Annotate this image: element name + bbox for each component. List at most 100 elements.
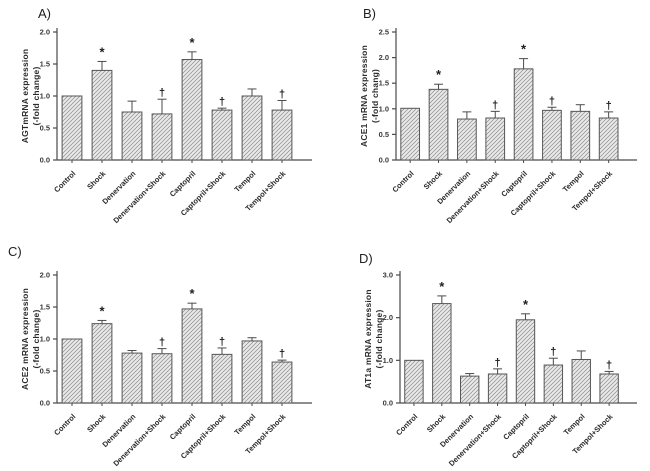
- y-axis-label-line1: AT1a mRNA expression: [363, 289, 373, 388]
- x-category-label-captopril: Captopril: [168, 412, 198, 442]
- y-axis-label-line2: (-fold change): [374, 310, 384, 369]
- x-category-label-shock: Shock: [425, 411, 448, 434]
- x-category-label-control: Control: [390, 169, 415, 194]
- asterisk-marker-shock: *: [439, 279, 445, 294]
- y-tick-label: 2.5: [379, 28, 389, 37]
- y-axis-label-line2: (-fold chang): [370, 69, 380, 123]
- y-tick-label: 2.0: [40, 271, 50, 280]
- y-axis-label-line1: ACE2 mRNA expression: [20, 288, 30, 390]
- asterisk-marker-captopril: *: [189, 286, 195, 301]
- bar-denervation-shock: [487, 373, 508, 404]
- asterisk-marker-captopril: *: [521, 42, 527, 57]
- y-tick-label: 3.0: [383, 271, 393, 280]
- bar-shock: [91, 323, 113, 404]
- y-tick-label: 1.0: [383, 356, 393, 365]
- x-category-label-tempol: Tempol: [562, 412, 587, 437]
- bar-captopril: [513, 68, 534, 161]
- bar-captopril: [181, 59, 203, 161]
- bar-captopril-shock: [543, 364, 564, 404]
- x-category-label-shock: Shock: [85, 411, 108, 434]
- y-tick-label: 0.5: [40, 367, 50, 376]
- asterisk-marker-shock: *: [99, 303, 105, 318]
- x-category-label-shock: Shock: [422, 168, 445, 191]
- x-category-label-control: Control: [52, 412, 77, 437]
- y-axis-label-line1: AGTmRNA expression: [20, 49, 30, 143]
- bar-denervation: [460, 375, 480, 404]
- y-tick-label: 0.5: [40, 124, 50, 133]
- y-axis-label-line1: ACE1 mRNA expression: [359, 45, 369, 147]
- x-category-label-control: Control: [394, 412, 419, 437]
- y-tick-label: 1.5: [40, 60, 50, 69]
- dagger-marker-denervation-shock: †: [159, 87, 165, 99]
- y-tick-label: 1.0: [379, 104, 389, 113]
- x-category-label-tempol: Tempol: [561, 169, 586, 194]
- panel-b: B) 0.0 0.5 1.0 1.5 2.0 2.5 ACE1 mRNA expressio…: [325, 0, 650, 235]
- x-category-label-denervation-shock: Denervation+Shock: [111, 168, 168, 225]
- bar-denervation: [457, 118, 477, 161]
- bar-captopril-shock: [542, 109, 562, 161]
- y-tick-label: 0.0: [379, 156, 389, 165]
- y-tick-label: 0.5: [379, 130, 389, 139]
- y-tick-label: 1.5: [40, 303, 50, 312]
- y-tick-label: 2.0: [383, 313, 393, 322]
- dagger-marker-denervation-shock: †: [495, 357, 501, 369]
- dagger-marker-tempol-shock: †: [606, 100, 612, 112]
- bar-captopril: [515, 319, 536, 404]
- panel-b-chart: 0.0 0.5 1.0 1.5 2.0 2.5 ACE1 mRNA expression (-…: [359, 28, 637, 225]
- bar-tempol: [570, 110, 591, 161]
- asterisk-marker-captopril: *: [523, 297, 529, 312]
- bar-control: [61, 95, 83, 161]
- x-category-label-denervation-shock: Denervation+Shock: [445, 168, 502, 225]
- asterisk-marker-captopril: *: [189, 35, 195, 50]
- x-category-label-captopril: Captopril: [168, 169, 198, 199]
- bar-tempol: [571, 358, 591, 404]
- bar-denervation-shock: [485, 117, 506, 161]
- y-tick-label: 0.0: [383, 399, 393, 408]
- y-tick-label: 2.0: [40, 28, 50, 37]
- x-category-label-tempol: Tempol: [233, 412, 258, 437]
- dagger-marker-denervation-shock: †: [492, 99, 498, 111]
- bar-tempol-shock: [599, 373, 619, 404]
- bar-denervation-shock: [151, 353, 173, 404]
- panel-a-chart: 0.0 0.5 1.0 1.5 2.0 AGTmRNA expression (-fold …: [20, 28, 312, 225]
- bar-denervation: [121, 352, 143, 404]
- bar-captopril: [181, 308, 203, 404]
- y-tick-label: 0.0: [40, 399, 50, 408]
- bar-control: [61, 338, 83, 404]
- bar-control: [400, 107, 421, 161]
- panel-d: D) 0.0 1.0 2.0 3.0 AT1a mRNA expression (-fol…: [325, 235, 650, 471]
- panel-a: A) 0.0 0.5 1.0 1.5 2.0 AGTmRNA expression (-fo…: [0, 0, 325, 235]
- bar-tempol: [241, 95, 263, 161]
- x-category-label-shock: Shock: [85, 168, 108, 191]
- dagger-marker-captopril-shock: †: [549, 95, 555, 107]
- y-tick-label: 1.0: [40, 335, 50, 344]
- panel-d-chart: 0.0 1.0 2.0 3.0 AT1a mRNA expression (-fold c…: [363, 271, 637, 468]
- bar-captopril-shock: [211, 353, 233, 404]
- dagger-marker-tempol-shock: †: [279, 348, 285, 360]
- x-category-label-control: Control: [52, 169, 77, 194]
- asterisk-marker-shock: *: [99, 44, 105, 59]
- dagger-marker-tempol-shock: †: [606, 359, 612, 371]
- x-category-label-tempol: Tempol: [233, 169, 258, 194]
- panel-c-chart: 0.0 0.5 1.0 1.5 2.0 ACE2 mRNA expression (-fol…: [20, 271, 312, 468]
- bar-denervation: [121, 111, 143, 161]
- dagger-marker-captopril-shock: †: [550, 346, 556, 358]
- bar-shock: [91, 69, 113, 161]
- y-tick-label: 2.0: [379, 53, 389, 62]
- y-tick-label: 1.0: [40, 92, 50, 101]
- x-category-label-denervation-shock: Denervation+Shock: [447, 411, 504, 468]
- panel-c: C) 0.0 0.5 1.0 1.5 2.0 ACE2 mRNA expression (-…: [0, 235, 325, 471]
- bar-shock: [432, 303, 452, 404]
- panel-c-label: C): [8, 244, 22, 259]
- y-axis-label-line2: (-fold change): [31, 67, 41, 126]
- bar-tempol-shock: [271, 361, 293, 404]
- bar-denervation-shock: [151, 113, 173, 161]
- bar-control: [404, 359, 424, 404]
- panel-b-label: B): [363, 6, 376, 21]
- dagger-marker-denervation-shock: †: [159, 337, 165, 349]
- dagger-marker-captopril-shock: †: [219, 336, 225, 348]
- panel-a-label: A): [38, 6, 51, 21]
- asterisk-marker-shock: *: [436, 67, 442, 82]
- y-tick-label: 0.0: [40, 156, 50, 165]
- bar-tempol-shock: [271, 109, 293, 161]
